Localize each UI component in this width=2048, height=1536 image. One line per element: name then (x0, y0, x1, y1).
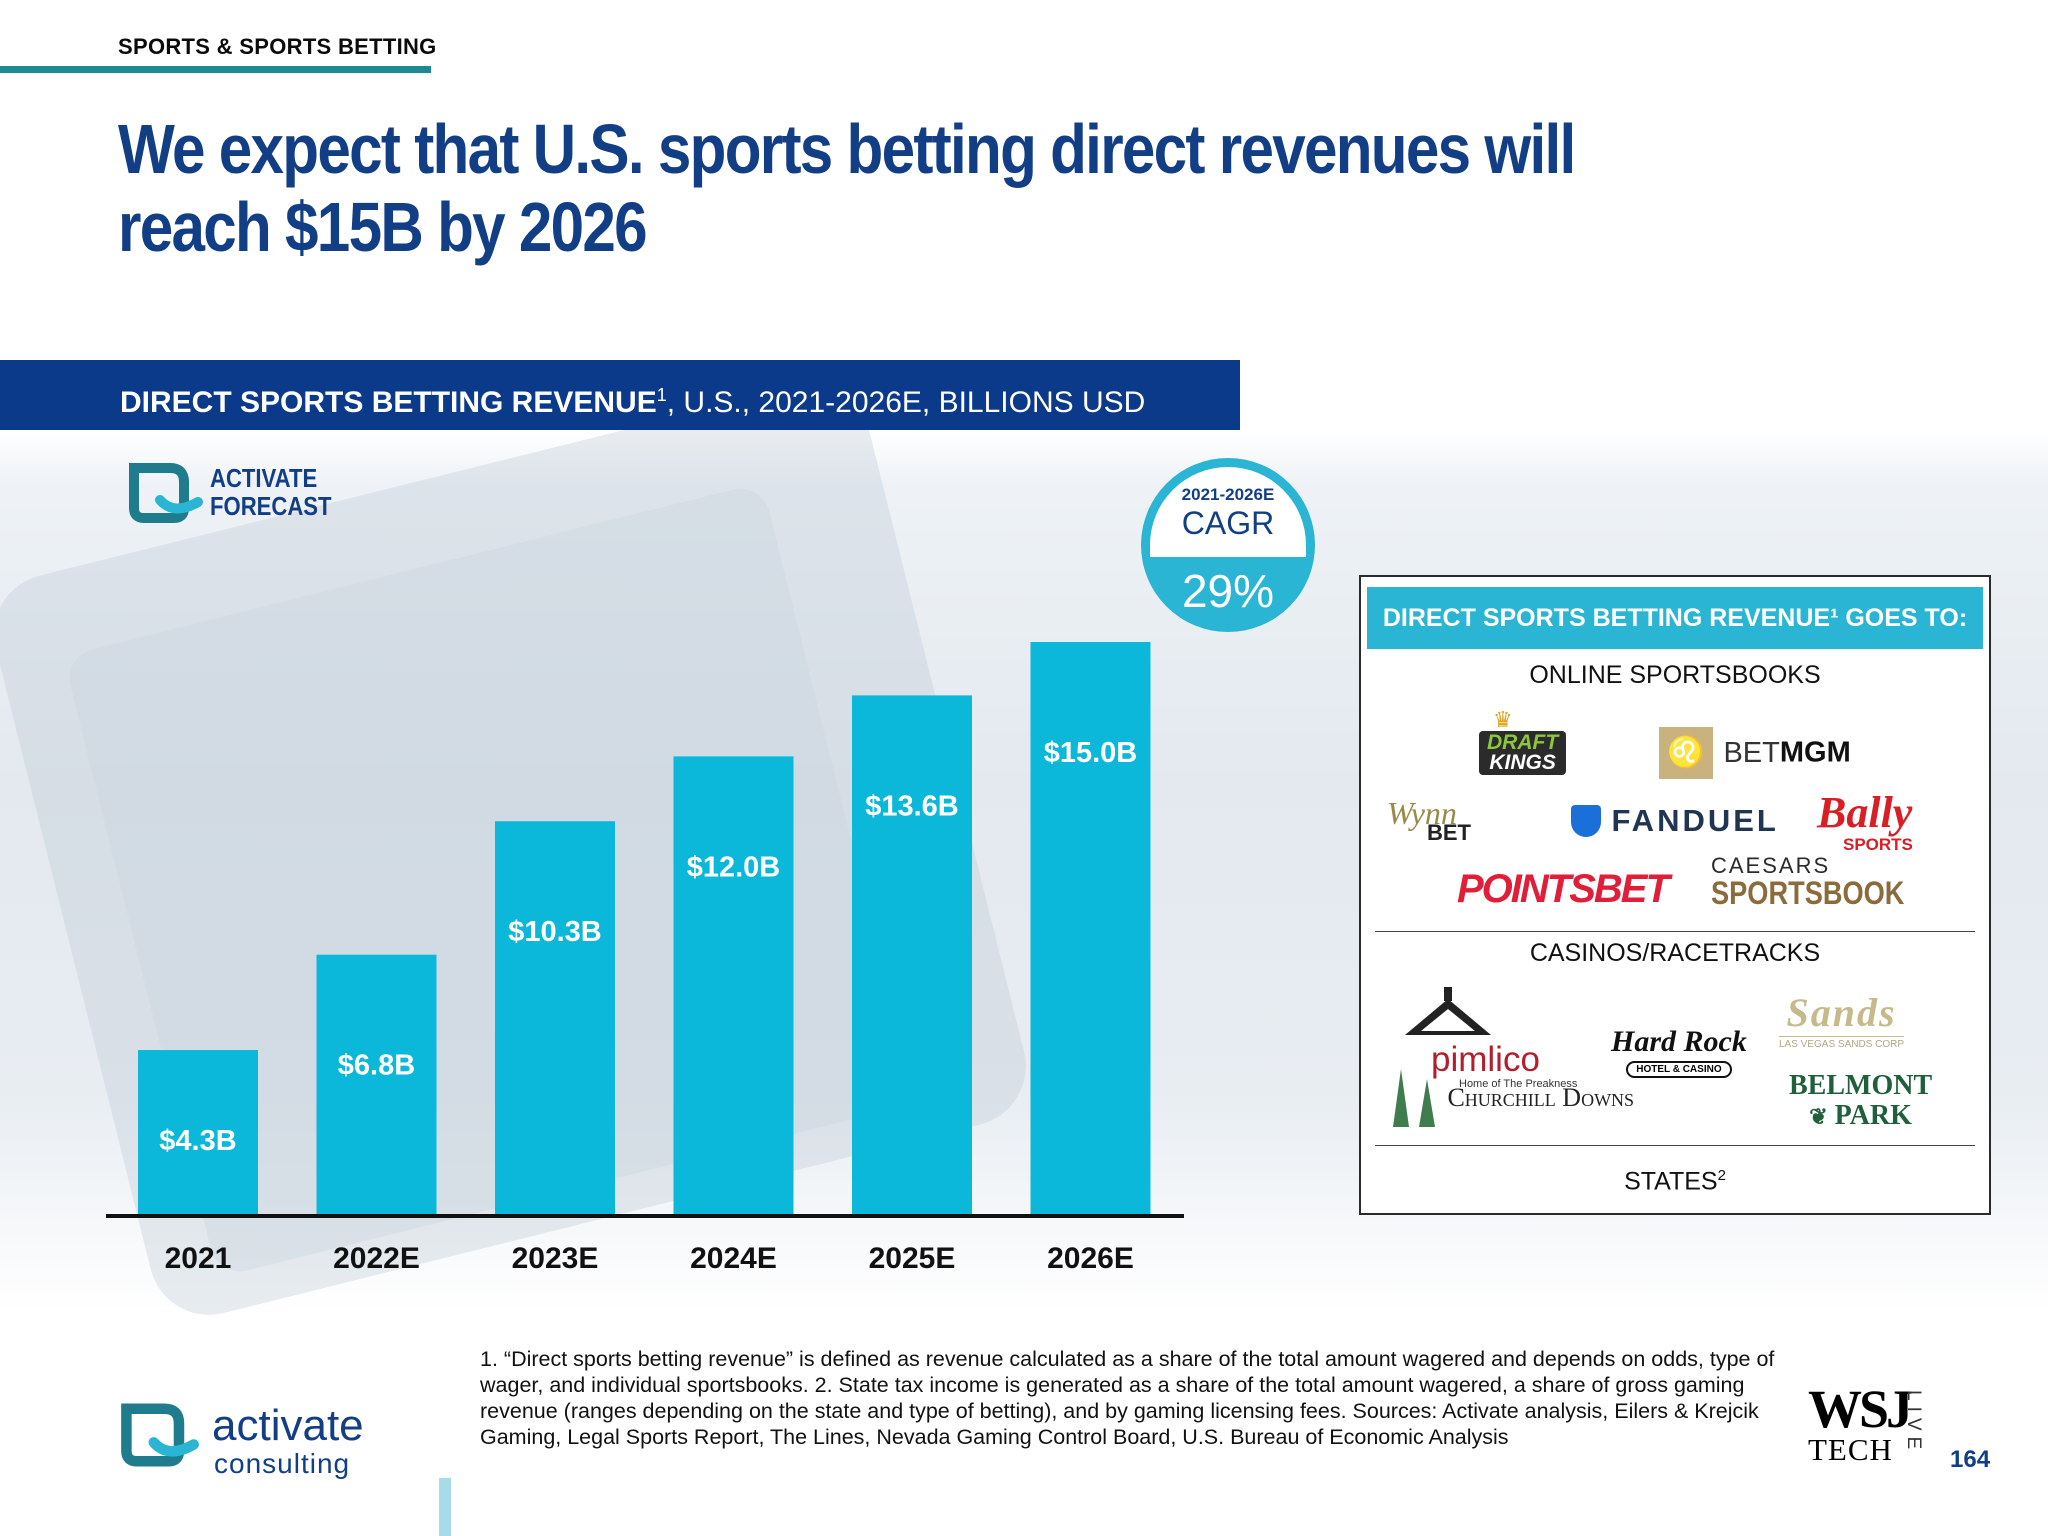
pimlico-tagline: Home of The Preakness (1459, 1078, 1578, 1090)
bar-2022e (316, 954, 437, 1214)
chart-title-banner: DIRECT SPORTS BETTING REVENUE1, U.S., 20… (0, 360, 1240, 430)
wsj-text: WSJ (1808, 1379, 1913, 1439)
sands-logo: Sands LAS VEGAS SANDS CORP (1779, 989, 1905, 1050)
bar-2026e (1030, 642, 1151, 1214)
activate-brand-word: activate (212, 1401, 364, 1450)
revenue-destination-panel: DIRECT SPORTS BETTING REVENUE¹ GOES TO: … (1359, 575, 1991, 1215)
consulting-brand-word: consulting (214, 1448, 351, 1479)
caesars-sportsbook-text: SPORTSBOOK (1711, 875, 1905, 911)
page-number: 164 (1950, 1446, 1991, 1473)
x-tick-label: 2021 (165, 1242, 232, 1275)
x-tick-label: 2024E (690, 1242, 777, 1275)
cagr-label: CAGR (1181, 505, 1275, 541)
online-sportsbooks-title: ONLINE SPORTSBOOKS (1529, 661, 1821, 689)
hard-rock-logo: Hard Rock HOTEL & CASINO (1611, 1025, 1747, 1078)
forecast-badge-line2: FORECAST (210, 491, 332, 521)
shield-icon (1571, 805, 1601, 837)
churchill-downs-text: Churchill Downs (1447, 1083, 1635, 1112)
tree-icon: ❦ (1809, 1104, 1828, 1129)
bally-sports-logo: Bally SPORTS (1817, 791, 1913, 855)
states-footnote-mark: 2 (1717, 1167, 1726, 1184)
bally-script: Bally (1817, 788, 1913, 837)
cagr-period: 2021-2026E (1181, 485, 1275, 504)
belmont-text: BELMONT (1789, 1070, 1933, 1101)
hardrock-subtext: HOTEL & CASINO (1626, 1061, 1732, 1078)
cagr-badge-top: 2021-2026E CAGR (1150, 467, 1306, 557)
cagr-value: 29% (1181, 565, 1275, 617)
section-rule (0, 66, 431, 73)
activate-logo-icon (129, 463, 203, 523)
churchill-downs-logo: Churchill Downs (1389, 1067, 1634, 1129)
lion-icon: ♌ (1659, 727, 1713, 779)
wsj-tech-live-logo: WSJ TECH LIVE (1808, 1379, 1924, 1467)
wynnbet-script: Wynn (1387, 795, 1457, 831)
x-axis-line (106, 1214, 1184, 1218)
chart-title-footnote-mark: 1 (656, 385, 667, 405)
park-text: PARK (1834, 1100, 1912, 1131)
states-text: STATES (1624, 1167, 1718, 1196)
bar-chart: $4.3B 2021 $6.8B 2022E $10.3B 2023E $12.0B 2024… (106, 642, 1184, 1275)
sands-subtext: LAS VEGAS SANDS CORP (1779, 1036, 1905, 1050)
pimlico-logo: pimlico Home of The Preakness (1403, 985, 1577, 1090)
x-tick-label: 2026E (1047, 1242, 1134, 1275)
wsj-live-text: LIVE (1903, 1390, 1924, 1456)
draftkings-line1: DRAFT (1487, 731, 1559, 754)
pimlico-building-icon (1405, 987, 1491, 1035)
chart-title: DIRECT SPORTS BETTING REVENUE1, U.S., 20… (120, 360, 1145, 438)
wsj-tech-text: TECH (1808, 1432, 1893, 1467)
states-title: STATES2 (1361, 1167, 1989, 1196)
betmgm-text-bet: BET (1723, 736, 1780, 769)
cagr-badge: 2021-2026E CAGR 29% (1141, 458, 1315, 632)
pointsbet-logo: POINTSBET (1457, 867, 1670, 912)
bally-sports: SPORTS (1843, 835, 1913, 854)
panel-divider-1 (1375, 931, 1975, 932)
x-tick-label: 2023E (512, 1242, 599, 1275)
bar-value-label: $6.8B (338, 1050, 415, 1082)
bar-2021 (138, 1050, 258, 1214)
fanduel-logo: FANDUEL (1571, 803, 1779, 839)
bar-value-label: $10.3B (508, 916, 602, 948)
betmgm-logo: ♌ BETMGM (1659, 727, 1851, 779)
wynnbet-logo: Wynn BET (1387, 795, 1471, 846)
bar-2023e (495, 821, 615, 1214)
pimlico-text: pimlico (1431, 1040, 1540, 1079)
wynnbet-bet: BET (1427, 820, 1471, 845)
bar-2025e (852, 695, 972, 1214)
casinos-racetracks-title: CASINOS/RACETRACKS (1529, 939, 1821, 967)
draftkings-logo: ♛ DRAFT KINGS (1479, 707, 1567, 775)
bar-value-label: $13.6B (865, 790, 959, 822)
panel-header: DIRECT SPORTS BETTING REVENUE¹ GOES TO: (1367, 587, 1983, 649)
bar-value-label: $15.0B (1044, 737, 1138, 769)
activate-consulting-logo: activate consulting (118, 1400, 364, 1479)
bar-2024e (673, 756, 794, 1214)
activate-logo-icon (121, 1403, 199, 1467)
crown-icon: ♛ (1493, 707, 1513, 732)
bar-value-label: $12.0B (687, 851, 781, 883)
chart-title-rest: , U.S., 2021-2026E, BILLIONS USD (666, 386, 1146, 419)
footnote: 1. “Direct sports betting revenue” is de… (480, 1347, 1775, 1449)
hardrock-text: Hard Rock (1611, 1025, 1747, 1058)
belmont-park-logo: BELMONT ❦ PARK (1789, 1071, 1932, 1132)
pointsbet-text: POINTSBET (1457, 867, 1670, 911)
accent-bar (439, 1478, 451, 1536)
twin-spires-icon (1393, 1069, 1435, 1127)
chart-title-bold: DIRECT SPORTS BETTING REVENUE (120, 386, 657, 419)
betmgm-text-mgm: MGM (1779, 736, 1851, 769)
activate-forecast-badge: ACTIVATE FORECAST (126, 462, 332, 529)
forecast-badge-line1: ACTIVATE (210, 463, 318, 493)
sands-text: Sands (1786, 990, 1897, 1035)
caesars-sportsbook-logo: CAESARS SPORTSBOOK (1711, 853, 1939, 912)
fanduel-text: FANDUEL (1611, 803, 1779, 838)
page-title: We expect that U.S. sports betting direc… (118, 110, 1576, 266)
x-tick-label: 2025E (869, 1242, 956, 1275)
bar-value-label: $4.3B (159, 1125, 236, 1157)
section-tag: SPORTS & SPORTS BETTING (118, 34, 437, 59)
draftkings-line2: KINGS (1489, 751, 1556, 774)
panel-divider-2 (1375, 1145, 1975, 1146)
x-tick-label: 2022E (333, 1242, 420, 1275)
caesars-text: CAESARS (1711, 853, 1831, 878)
